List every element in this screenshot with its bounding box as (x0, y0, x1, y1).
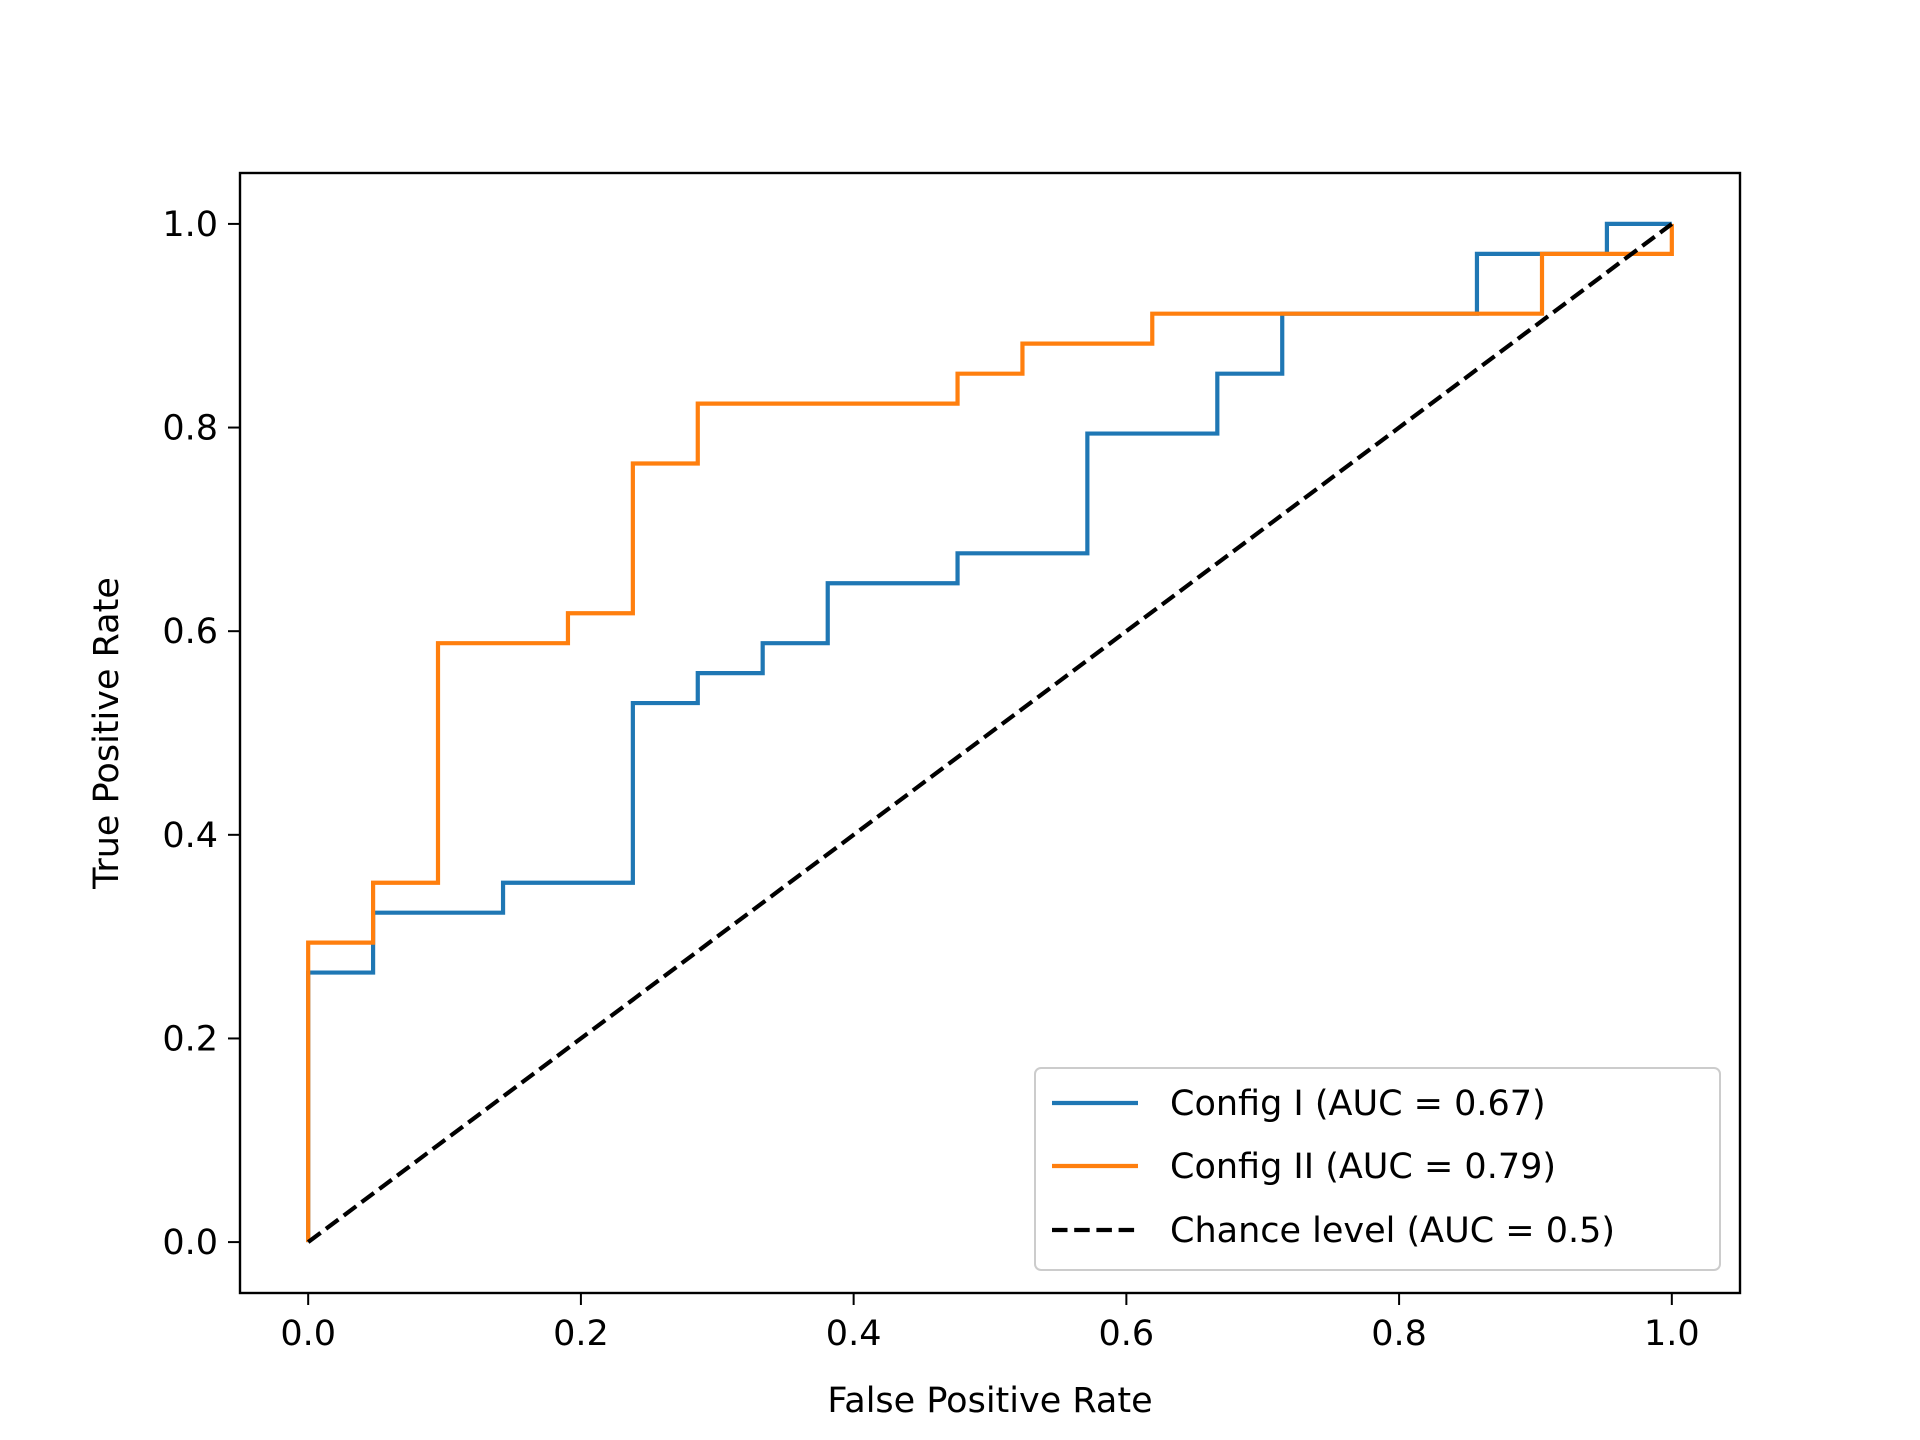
legend-label-config-i: Config I (AUC = 0.67) (1170, 1084, 1546, 1124)
legend-label-chance-level: Chance level (AUC = 0.5) (1170, 1211, 1615, 1251)
x-tick-label: 0.4 (826, 1314, 882, 1354)
y-axis-label: True Positive Rate (87, 577, 127, 890)
series-line-chance-level (306, 222, 1674, 1244)
series-line-config-ii (306, 223, 1674, 1243)
y-tick-label: 0.4 (162, 816, 218, 856)
plot-frame (238, 171, 1742, 1295)
legend: Config I (AUC = 0.67) Config II (AUC = 0… (1034, 1067, 1721, 1271)
x-axis-ticks: 0.0 0.2 0.4 0.6 0.8 1.0 (280, 1293, 1700, 1354)
x-tick-label: 1.0 (1644, 1314, 1700, 1354)
legend-box (1034, 1067, 1721, 1271)
y-tick-label: 1.0 (162, 205, 218, 245)
x-tick-label: 0.0 (280, 1314, 336, 1354)
y-tick-label: 0.8 (162, 409, 218, 449)
series-layer (306, 221, 1674, 1244)
y-axis-ticks: 0.0 0.2 0.4 0.6 0.8 1.0 (162, 205, 240, 1263)
x-tick-label: 0.6 (1099, 1314, 1155, 1354)
y-tick-label: 0.0 (162, 1223, 218, 1263)
x-axis-label: False Positive Rate (827, 1381, 1152, 1421)
x-tick-label: 0.8 (1371, 1314, 1427, 1354)
x-tick-label: 0.2 (553, 1314, 609, 1354)
y-tick-label: 0.2 (162, 1019, 218, 1059)
y-tick-label: 0.6 (162, 612, 218, 652)
legend-label-config-ii: Config II (AUC = 0.79) (1170, 1147, 1556, 1187)
